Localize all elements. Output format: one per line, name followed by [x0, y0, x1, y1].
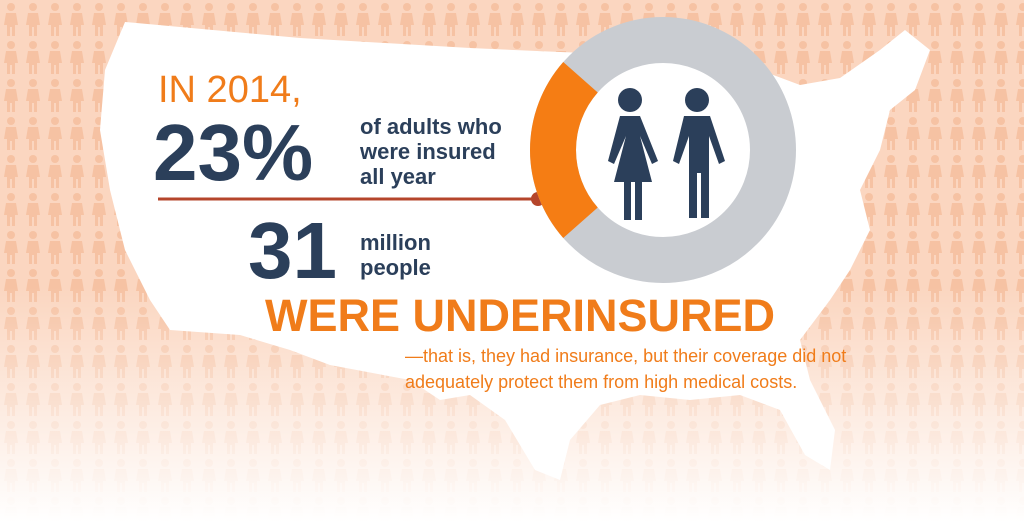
note: adequately protect them from high medica… [405, 372, 797, 392]
headline: WERE UNDERINSURED [265, 290, 775, 341]
intro: IN 2014, [158, 69, 302, 111]
percent-description: all year [360, 164, 436, 189]
donut-segment [530, 62, 598, 238]
people-icon [608, 88, 725, 220]
count: 31 [248, 206, 337, 295]
count-description: million [360, 230, 431, 255]
percent-label: 23% [153, 108, 313, 197]
note: —that is, they had insurance, but their … [405, 346, 846, 366]
donut [530, 17, 796, 283]
count-description: people [360, 255, 431, 280]
percent-description: of adults who [360, 114, 502, 139]
percent-description: were insured [359, 139, 496, 164]
